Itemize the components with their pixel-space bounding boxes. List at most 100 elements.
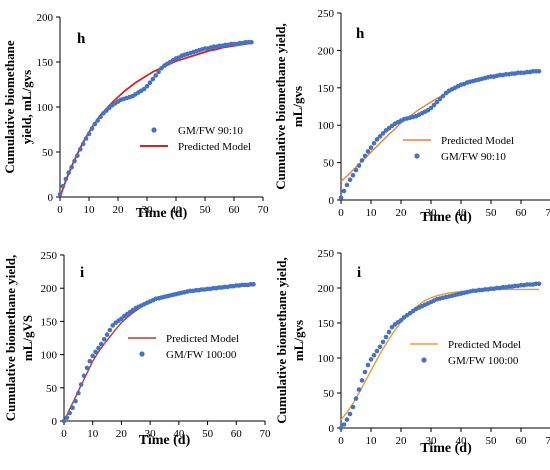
x-axis-title: Time (d) bbox=[136, 206, 188, 221]
data-point bbox=[365, 362, 371, 368]
data-point bbox=[101, 111, 106, 116]
data-point bbox=[338, 425, 344, 431]
x-tick-label: 10 bbox=[87, 428, 99, 440]
y-tick-label: 250 bbox=[41, 250, 58, 262]
x-tick-label: 40 bbox=[171, 204, 183, 216]
x-tick-label: 30 bbox=[426, 435, 438, 447]
data-point bbox=[86, 131, 92, 137]
data-point bbox=[153, 73, 158, 78]
data-point bbox=[90, 353, 95, 359]
data-point bbox=[110, 323, 116, 328]
y-tick-label: 150 bbox=[318, 83, 335, 95]
data-point bbox=[107, 105, 112, 111]
data-point bbox=[249, 39, 254, 45]
legend-label: Predicted Model bbox=[448, 339, 521, 351]
y-tick-label: 100 bbox=[37, 102, 54, 114]
data-point bbox=[70, 405, 75, 411]
data-point bbox=[350, 173, 356, 178]
legend-label: GM/FW 90:10 bbox=[178, 125, 243, 137]
x-tick-label: 60 bbox=[229, 204, 241, 216]
data-point bbox=[371, 140, 377, 146]
data-point bbox=[341, 422, 347, 427]
x-tick-label: 30 bbox=[426, 207, 438, 219]
y-tick-label: 100 bbox=[318, 120, 335, 132]
y-tick-label: 50 bbox=[42, 147, 54, 159]
panel-letter: h bbox=[77, 31, 86, 47]
data-point bbox=[344, 417, 350, 422]
data-point bbox=[67, 410, 72, 416]
data-point bbox=[99, 341, 104, 347]
panel-letter: i bbox=[80, 265, 84, 281]
legend-label: GM/FW 100:00 bbox=[448, 355, 519, 367]
data-point bbox=[398, 317, 404, 323]
y-tick-label: 250 bbox=[318, 248, 335, 260]
x-tick-label: 50 bbox=[486, 435, 498, 447]
legend: GM/FW 90:10 Predicted Model bbox=[140, 125, 251, 153]
data-point bbox=[75, 153, 80, 158]
x-tick-label: 40 bbox=[456, 435, 468, 447]
x-tick-label: 0 bbox=[338, 207, 344, 219]
x-tick-label: 40 bbox=[173, 428, 185, 440]
data-point bbox=[377, 134, 383, 139]
y-axis-title-line: Cumulative biomethane yield, bbox=[3, 255, 18, 421]
data-point bbox=[84, 365, 90, 371]
legend-marker-swatch bbox=[139, 351, 145, 357]
legend: Predicted Model GM/FW 100:00 bbox=[410, 339, 521, 367]
data-point bbox=[72, 158, 77, 164]
data-point bbox=[69, 165, 74, 170]
y-axis-title-line: Cumulative biomethane yield, bbox=[274, 257, 289, 423]
data-point bbox=[362, 369, 368, 375]
data-point bbox=[156, 69, 161, 75]
y-tick-label: 150 bbox=[318, 318, 335, 330]
x-tick-label: 70 bbox=[258, 204, 270, 216]
data-point bbox=[57, 192, 63, 197]
data-point bbox=[104, 332, 110, 338]
legend-marker-swatch bbox=[151, 127, 157, 133]
x-tick-label: 20 bbox=[113, 204, 125, 216]
chart-panel-3: 0 50 100 150 200 250 0 10 20 30 40 50 60 70 Time (d) Cu… bbox=[3, 250, 271, 448]
data-point bbox=[437, 96, 443, 102]
data-point bbox=[78, 382, 84, 387]
legend-marker-swatch bbox=[421, 357, 427, 363]
x-tick-label: 20 bbox=[396, 207, 408, 219]
data-point bbox=[389, 324, 395, 330]
x-tick-label: 20 bbox=[396, 435, 408, 447]
y-tick-label: 200 bbox=[318, 45, 335, 57]
x-tick-label: 60 bbox=[516, 435, 528, 447]
data-point bbox=[428, 105, 434, 111]
data-point bbox=[81, 373, 87, 379]
data-point bbox=[76, 390, 81, 396]
data-point bbox=[64, 415, 70, 421]
x-tick-label: 0 bbox=[57, 204, 63, 216]
data-point bbox=[344, 182, 350, 188]
model-line bbox=[59, 42, 252, 198]
data-point bbox=[350, 404, 356, 410]
legend-label: Predicted Model bbox=[166, 333, 239, 345]
data-point bbox=[359, 158, 365, 163]
data-point bbox=[368, 357, 374, 362]
data-point bbox=[80, 141, 86, 147]
data-point bbox=[338, 195, 344, 201]
legend: Predicted Model GM/FW 90:10 bbox=[403, 135, 514, 163]
legend-marker-swatch bbox=[414, 153, 420, 159]
data-point bbox=[141, 86, 147, 92]
legend: Predicted Model GM/FW 100:00 bbox=[128, 333, 239, 361]
data-point bbox=[374, 348, 380, 354]
y-tick-label: 150 bbox=[37, 57, 54, 69]
x-tick-label: 20 bbox=[116, 428, 128, 440]
y-axis-title-line: Cumulative biomethane bbox=[2, 40, 17, 173]
data-point bbox=[347, 177, 353, 183]
y-tick-label: 200 bbox=[318, 283, 335, 295]
y-tick-label: 50 bbox=[46, 383, 58, 395]
data-point bbox=[353, 167, 359, 173]
data-point bbox=[365, 149, 371, 154]
data-point bbox=[61, 418, 67, 424]
data-point bbox=[362, 153, 368, 159]
y-tick-label: 200 bbox=[41, 283, 58, 295]
x-tick-label: 70 bbox=[260, 428, 272, 440]
data-point bbox=[353, 396, 359, 401]
data-point bbox=[356, 163, 362, 168]
data-point bbox=[434, 99, 440, 105]
x-tick-label: 0 bbox=[61, 428, 67, 440]
x-tick-label: 60 bbox=[231, 428, 243, 440]
